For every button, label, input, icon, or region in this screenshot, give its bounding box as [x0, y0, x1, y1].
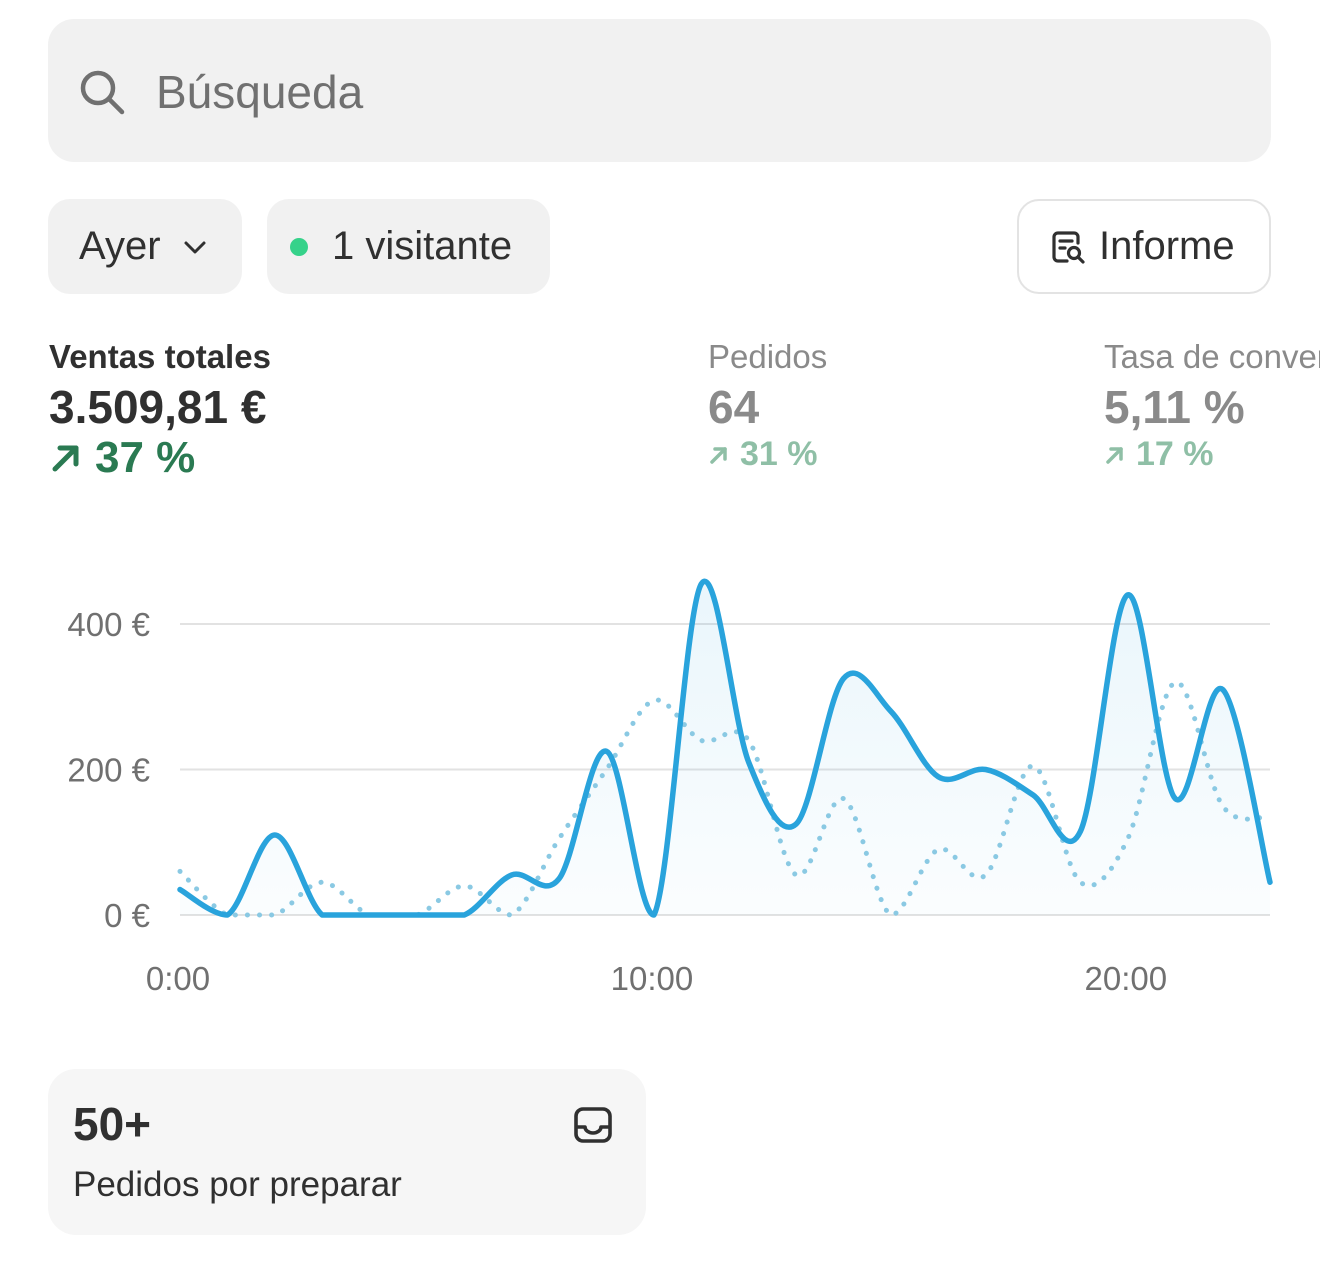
metric-total-sales[interactable]: Ventas totales 3.509,81 € 37 %: [49, 335, 271, 483]
live-visitors-button[interactable]: 1 visitante: [267, 199, 550, 294]
arrow-up-right-icon: [1106, 446, 1123, 464]
metric-label: Pedidos: [708, 338, 828, 375]
sales-series-line: [177, 578, 1273, 918]
metric-delta: 37 %: [49, 433, 271, 483]
chevron-down-icon: [184, 241, 206, 253]
orders-to-fulfill-label: Pedidos por preparar: [73, 1165, 402, 1204]
metric-delta-value: 31 %: [740, 435, 818, 473]
metric-delta: 17 %: [1104, 435, 1320, 474]
metric-delta-value: 17 %: [1136, 435, 1214, 473]
y-tick-label: 400 €: [67, 606, 150, 643]
orders-to-fulfill-card[interactable]: 50+ Pedidos por preparar: [48, 1069, 646, 1235]
date-range-label: Ayer: [79, 224, 161, 268]
orders-to-fulfill-count: 50+: [73, 1098, 152, 1150]
metric-value: 3.509,81 €: [49, 381, 267, 433]
metric-value: 64: [708, 381, 760, 433]
arrow-up-right-icon: [52, 445, 79, 472]
sales-chart[interactable]: 0 € 200 € 400 € 0:00 10:00 20:00: [0, 560, 1320, 1020]
metric-label: Tasa de conversión: [1104, 338, 1320, 375]
metric-conversion-rate[interactable]: Tasa de conversión 5,11 % 17 %: [1104, 335, 1320, 474]
search-icon: [80, 70, 125, 115]
x-tick-label: 0:00: [146, 960, 210, 997]
live-visitors-label: 1 visitante: [332, 224, 513, 268]
date-range-selector[interactable]: Ayer: [48, 199, 242, 294]
report-button[interactable]: Informe: [1017, 199, 1271, 294]
live-status-dot: [290, 237, 308, 256]
metric-delta: 31 %: [708, 435, 827, 474]
sales-area-fill: [180, 581, 1270, 915]
inbox-icon: [574, 1107, 612, 1143]
y-tick-label: 200 €: [67, 752, 150, 789]
y-tick-label: 0 €: [104, 897, 150, 934]
metric-label: Ventas totales: [49, 338, 271, 375]
report-label: Informe: [1099, 224, 1235, 268]
arrow-up-right-icon: [710, 446, 727, 464]
x-tick-label: 20:00: [1085, 960, 1168, 997]
x-tick-label: 10:00: [611, 960, 694, 997]
metric-value: 5,11 %: [1104, 381, 1245, 433]
metric-orders[interactable]: Pedidos 64 31 %: [708, 335, 827, 474]
search-input[interactable]: [156, 60, 1156, 124]
metric-delta-value: 37 %: [95, 433, 196, 482]
report-search-icon: [1052, 230, 1085, 264]
